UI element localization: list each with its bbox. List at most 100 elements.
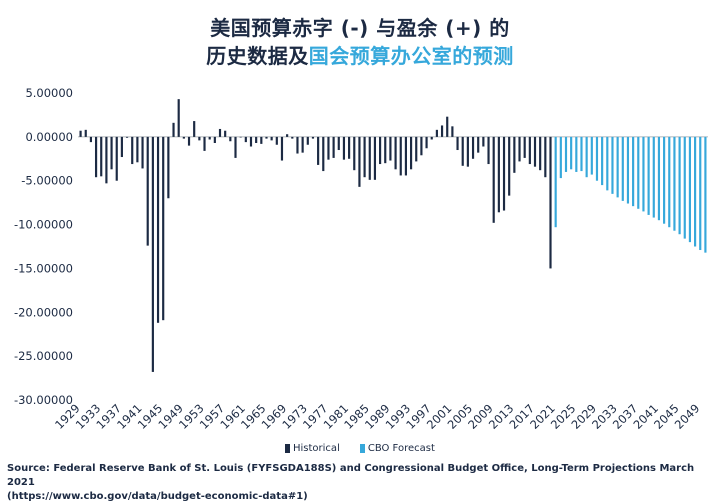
historical-bar-2006 [477, 136, 480, 153]
historical-bar-1985 [368, 136, 371, 180]
y-tick-label: -15.00000 [14, 261, 73, 275]
historical-bar-1945 [162, 136, 165, 321]
historical-bar-2011 [502, 136, 506, 211]
forecast-bar-2026 [580, 136, 583, 172]
forecast-bar-2032 [611, 136, 614, 194]
historical-bar-1974 [311, 136, 315, 139]
forecast-bar-2045 [678, 136, 681, 235]
historical-bar-1935 [110, 136, 113, 170]
historical-bar-1982 [353, 136, 356, 171]
historical-bar-1990 [394, 136, 397, 170]
historical-bar-1955 [213, 136, 216, 143]
historical-bar-2004 [466, 136, 469, 167]
historical-bar-2016 [528, 136, 531, 165]
y-tick-label: 5.00000 [25, 86, 73, 100]
historical-bar-1993 [409, 136, 413, 170]
forecast-bar-2043 [668, 136, 671, 228]
historical-bar-1948 [177, 99, 180, 137]
forecast-bar-2027 [585, 136, 588, 178]
historical-bar-2018 [539, 136, 542, 171]
forecast-bar-2028 [590, 136, 593, 175]
historical-bar-1946 [167, 136, 170, 199]
historical-bar-1999 [440, 125, 444, 137]
historical-bar-2014 [518, 136, 521, 162]
historical-bar-1994 [415, 136, 418, 162]
historical-bar-2005 [471, 136, 475, 159]
historical-bar-2013 [513, 136, 516, 173]
historical-bar-2002 [456, 136, 459, 151]
historical-bar-1932 [94, 136, 98, 178]
historical-bar-1956 [218, 128, 222, 137]
historical-bar-1940 [136, 136, 139, 163]
historical-bar-1929 [79, 130, 82, 137]
forecast-bar-2030 [601, 136, 604, 186]
legend: Historical CBO Forecast [285, 443, 435, 454]
historical-bar-1978 [332, 136, 335, 158]
historical-bar-1967 [275, 136, 278, 145]
historical-bar-1944 [156, 136, 160, 323]
x-axis: 1929193319371941194519491953195719611965… [52, 401, 702, 432]
historical-bar-1943 [151, 136, 154, 372]
forecast-bar-2047 [688, 136, 692, 243]
historical-bar-1975 [317, 136, 320, 165]
bars-group [79, 99, 707, 372]
historical-bar-2012 [508, 136, 511, 196]
source-note: Source: Federal Reserve Bank of St. Loui… [7, 462, 713, 504]
forecast-bar-2024 [570, 136, 573, 170]
forecast-bar-2050 [704, 136, 707, 253]
legend-item-historical: Historical [285, 443, 340, 454]
source-line2: (https://www.cbo.gov/data/budget-economi… [7, 491, 308, 502]
historical-bar-1966 [270, 136, 273, 141]
historical-bar-1973 [306, 136, 309, 145]
historical-bar-1980 [342, 136, 346, 160]
historical-bar-1998 [435, 129, 438, 137]
historical-bar-1949 [182, 136, 185, 139]
historical-bar-1941 [141, 136, 144, 169]
historical-bar-1931 [89, 136, 92, 143]
historical-bar-1952 [198, 136, 201, 141]
y-tick-label: -30.00000 [14, 393, 73, 407]
historical-bar-1947 [172, 122, 175, 137]
historical-bar-1979 [337, 136, 340, 151]
historical-bar-1972 [301, 136, 304, 153]
historical-bar-1981 [348, 136, 351, 159]
historical-bar-1950 [187, 136, 191, 146]
forecast-bar-2033 [616, 136, 619, 198]
historical-bar-2020 [549, 136, 552, 269]
historical-bar-2000 [446, 116, 449, 137]
forecast-bar-2021 [554, 136, 557, 228]
forecast-bar-2046 [683, 136, 686, 239]
y-tick-label: -10.00000 [14, 218, 73, 232]
forecast-bar-2048 [694, 136, 697, 247]
historical-bar-1959 [234, 136, 237, 158]
forecast-bar-2022 [559, 136, 562, 179]
historical-bar-1934 [105, 136, 108, 184]
historical-bar-1992 [404, 136, 407, 176]
forecast-bar-2034 [621, 136, 624, 201]
forecast-bar-2041 [657, 136, 661, 221]
historical-bar-1965 [265, 136, 268, 139]
historical-bar-1989 [389, 136, 392, 161]
forecast-bar-2031 [606, 136, 609, 191]
historical-bar-1933 [100, 136, 103, 177]
forecast-bar-2039 [647, 136, 650, 215]
historical-bar-1930 [84, 129, 87, 137]
historical-bar-1951 [193, 121, 196, 137]
legend-swatch-historical [285, 444, 290, 453]
historical-bar-2007 [482, 136, 485, 147]
legend-swatch-forecast [359, 444, 365, 453]
historical-bar-1961 [244, 136, 247, 143]
historical-bar-1988 [384, 136, 387, 164]
historical-bar-1991 [399, 136, 402, 176]
historical-bar-2008 [487, 136, 490, 165]
historical-bar-1964 [260, 136, 263, 144]
historical-bar-1939 [131, 136, 134, 165]
historical-bar-1986 [373, 136, 377, 180]
y-tick-label: -20.00000 [14, 305, 73, 319]
historical-bar-1971 [296, 136, 299, 154]
historical-bar-1997 [430, 136, 433, 140]
historical-bar-1958 [229, 136, 232, 142]
forecast-bar-2037 [637, 136, 640, 209]
forecast-bar-2049 [699, 136, 702, 251]
